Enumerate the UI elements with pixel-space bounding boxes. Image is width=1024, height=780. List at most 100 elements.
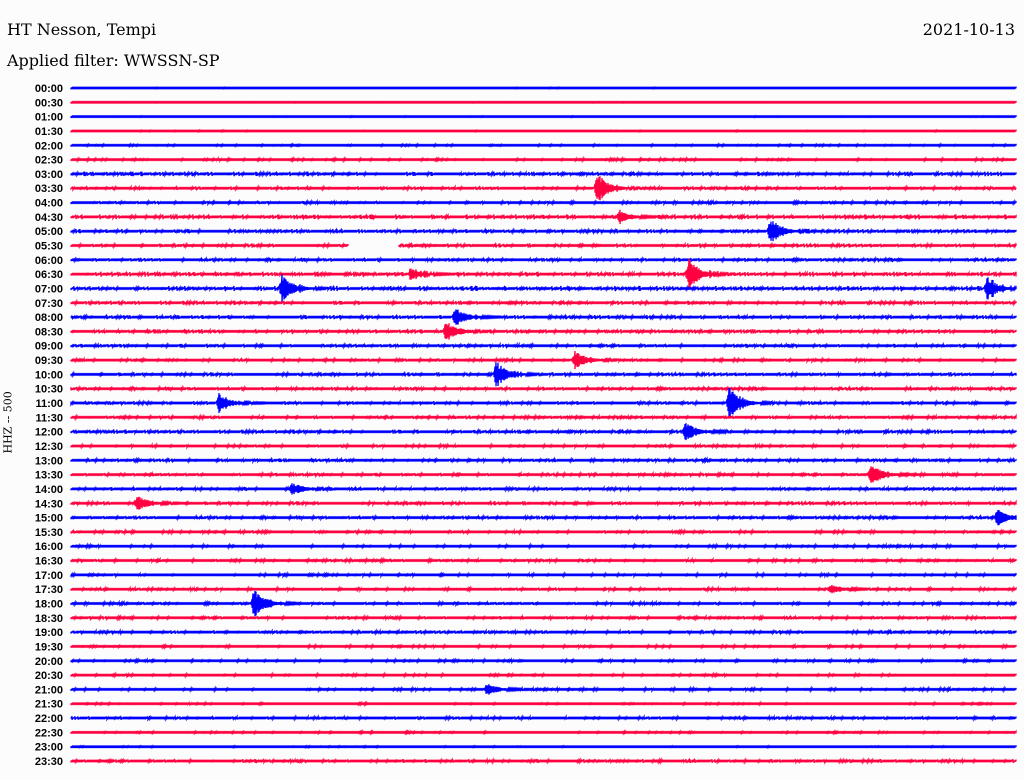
trace-line (70, 155, 1017, 164)
time-tick-label: 19:30 (35, 641, 63, 653)
trace-line (70, 442, 1017, 450)
trace-line (70, 527, 1017, 536)
trace-line (70, 628, 1017, 637)
filter-label: Applied filter: WWSSN-SP (7, 51, 220, 70)
time-tick-label: 16:00 (35, 541, 63, 553)
trace-line (70, 728, 1017, 736)
time-tick-label: 17:30 (35, 584, 63, 596)
time-tick-label: 05:00 (35, 226, 63, 238)
time-tick-label: 09:00 (35, 341, 63, 353)
time-tick-label: 07:00 (35, 283, 63, 295)
trace-line (70, 350, 1017, 370)
time-tick-label: 04:00 (35, 198, 63, 210)
trace-line (70, 384, 1017, 393)
trace-line (70, 387, 1017, 419)
trace-line (70, 169, 1017, 178)
trace-line (70, 584, 1017, 594)
time-tick-label: 07:30 (35, 298, 63, 310)
trace-line (70, 456, 1017, 465)
date-label: 2021-10-13 (922, 20, 1015, 39)
trace-line (70, 209, 1017, 224)
time-tick-label: 12:30 (35, 441, 63, 453)
time-tick-label: 02:00 (35, 140, 63, 152)
time-tick-label: 08:30 (35, 326, 63, 338)
trace-line (70, 176, 1017, 201)
trace-line (70, 309, 1017, 325)
trace-line (70, 323, 1017, 340)
trace-line (70, 362, 1017, 387)
time-tick-label: 03:00 (35, 169, 63, 181)
time-tick-label: 23:30 (35, 756, 63, 768)
station-title: HT Nesson, Tempi (7, 20, 157, 39)
trace-line (70, 114, 1017, 119)
time-tick-label: 22:30 (35, 727, 63, 739)
trace-line (70, 509, 1017, 526)
time-tick-label: 00:00 (35, 83, 63, 95)
time-tick-label: 01:30 (35, 126, 63, 138)
trace-line (70, 714, 1017, 722)
trace-line (70, 613, 1017, 622)
trace-line (70, 671, 1017, 679)
trace-line (70, 657, 1017, 665)
trace-line (70, 556, 1017, 565)
time-tick-label: 15:30 (35, 527, 63, 539)
trace-line (70, 570, 1017, 579)
trace-line (70, 590, 1017, 617)
trace-line (70, 258, 1017, 290)
time-tick-label: 10:30 (35, 384, 63, 396)
trace-line (70, 757, 1017, 765)
trace-line (70, 744, 1017, 750)
trace-line (70, 198, 1017, 207)
time-tick-label: 23:00 (35, 742, 63, 754)
time-tick-label: 14:00 (35, 484, 63, 496)
trace-line (70, 413, 1017, 422)
time-tick-label: 06:30 (35, 269, 63, 281)
time-tick-label: 02:30 (35, 155, 63, 167)
trace-line (70, 86, 1017, 90)
trace-line (70, 642, 1017, 651)
trace-line (70, 423, 1017, 441)
time-tick-label: 14:30 (35, 498, 63, 510)
time-tick-label: 09:30 (35, 355, 63, 367)
time-tick-label: 00:30 (35, 97, 63, 109)
trace-line (70, 466, 1017, 483)
time-tick-label: 21:00 (35, 684, 63, 696)
time-tick-label: 01:00 (35, 112, 63, 124)
trace-line (70, 684, 1017, 695)
time-tick-label: 18:30 (35, 613, 63, 625)
time-tick-label: 18:00 (35, 598, 63, 610)
trace-line (70, 274, 1017, 303)
time-tick-label: 08:00 (35, 312, 63, 324)
time-tick-label: 20:00 (35, 656, 63, 668)
time-tick-label: 16:30 (35, 556, 63, 568)
trace-line (70, 221, 1017, 242)
trace-line (70, 100, 1017, 105)
trace-line (70, 142, 1017, 149)
time-tick-label: 22:00 (35, 713, 63, 725)
trace-line (70, 241, 1017, 250)
time-tick-label: 13:00 (35, 455, 63, 467)
time-tick-label: 03:30 (35, 183, 63, 195)
time-tick-label: 05:30 (35, 241, 63, 253)
time-tick-label: 21:30 (35, 699, 63, 711)
time-tick-label: 13:30 (35, 470, 63, 482)
trace-line (70, 255, 1017, 264)
time-tick-label: 10:00 (35, 369, 63, 381)
time-tick-label: 20:30 (35, 670, 63, 682)
trace-line (70, 341, 1017, 350)
trace-line (70, 542, 1017, 551)
time-tick-label: 11:00 (35, 398, 63, 410)
trace-line (70, 496, 1017, 510)
time-tick-label: 12:00 (35, 427, 63, 439)
time-tick-label: 11:30 (35, 412, 63, 424)
time-tick-label: 04:30 (35, 212, 63, 224)
time-tick-label: 17:00 (35, 570, 63, 582)
time-tick-label: 15:00 (35, 513, 63, 525)
time-tick-label: 06:00 (35, 255, 63, 267)
trace-line (70, 700, 1017, 708)
time-tick-label: 19:00 (35, 627, 63, 639)
trace-line (70, 298, 1017, 307)
trace-line (70, 128, 1017, 134)
trace-line (70, 483, 1017, 495)
